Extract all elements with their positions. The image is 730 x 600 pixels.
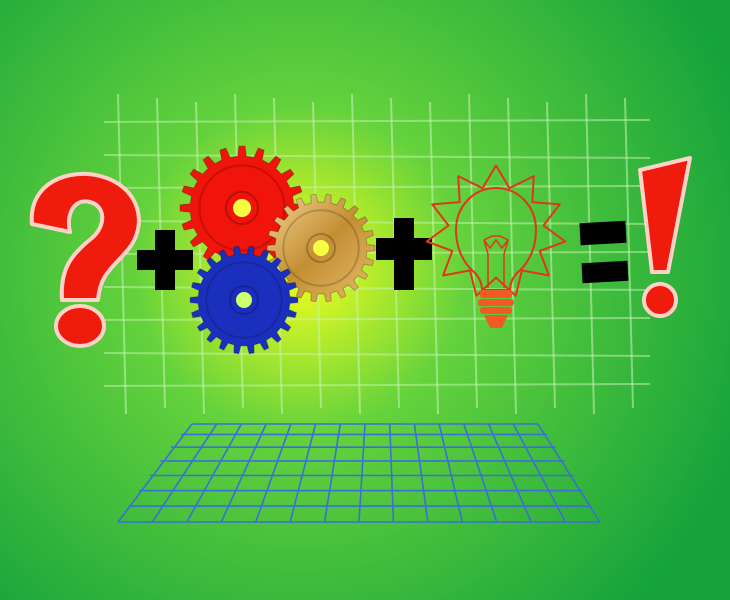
question-mark-body — [29, 171, 141, 302]
wall-grid-horizontal-line — [103, 352, 651, 357]
wall-grid-vertical-line — [507, 97, 517, 415]
equals-sign-icon — [579, 220, 629, 284]
gold-gear-icon-hub — [306, 233, 336, 263]
light-bulb-base — [478, 290, 514, 328]
red-gear-icon — [179, 145, 305, 271]
wall-grid-vertical-line — [195, 101, 205, 415]
question-mark-dot — [54, 304, 106, 348]
red-gear-icon-hub — [225, 191, 259, 225]
wall-grid-horizontal-line — [103, 154, 651, 159]
equals-sign-top — [579, 220, 627, 246]
wall-grid-vertical-line — [585, 93, 595, 415]
floor-grid — [117, 423, 601, 523]
question-mark-icon — [29, 171, 141, 348]
light-bulb-icon — [425, 164, 567, 328]
wall-grid — [103, 93, 651, 415]
blue-gear-icon-rim — [205, 261, 283, 339]
exclamation-mark-icon — [638, 156, 692, 318]
plus-sign-icon — [137, 230, 193, 290]
red-gear-icon-axle-hole — [233, 199, 251, 217]
wall-grid-vertical-line — [546, 101, 556, 409]
wall-grid-horizontal-line — [103, 383, 651, 387]
plus-sign-vertical — [394, 218, 414, 290]
gears-cluster — [179, 145, 376, 355]
plus-sign-icon — [376, 218, 432, 290]
wall-grid-horizontal-line — [103, 119, 651, 123]
gold-gear-icon-rim — [282, 209, 360, 287]
blue-gear-icon-hub — [229, 285, 259, 315]
exclamation-mark-bar — [638, 156, 692, 274]
wall-grid-horizontal-line — [103, 317, 651, 321]
exclamation-mark-dot — [642, 282, 678, 318]
gold-gear-icon — [266, 193, 376, 303]
blue-gear-icon-axle-hole — [236, 292, 252, 308]
gold-gear-icon-axle-hole — [313, 240, 329, 256]
plus-sign-vertical — [155, 230, 175, 290]
red-gear-icon-rim — [198, 164, 286, 252]
blue-gear-icon — [189, 245, 299, 355]
light-bulb-burst — [425, 164, 567, 297]
light-bulb-filament — [483, 235, 509, 288]
equals-sign-bottom — [581, 260, 629, 284]
wall-grid-vertical-line — [429, 101, 439, 415]
